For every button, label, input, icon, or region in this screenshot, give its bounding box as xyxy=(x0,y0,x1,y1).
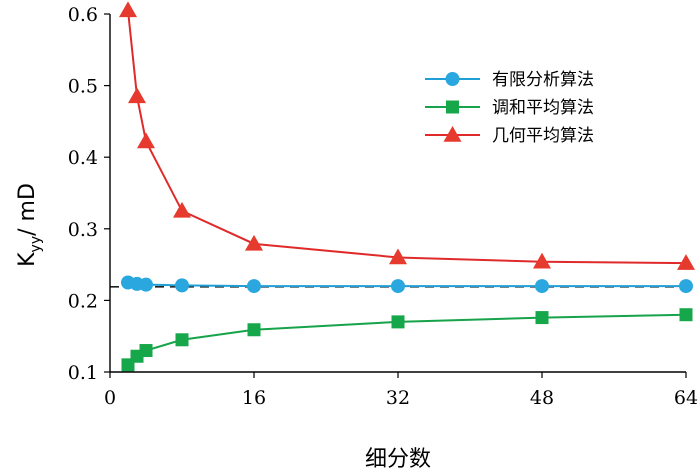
y-axis-title-main: K xyxy=(15,252,40,267)
y-axis-title-unit: / mD xyxy=(15,183,40,236)
axes-layer: 0.1 0.2 0.3 0.4 0.5 0.6 0 16 32 48 64 xyxy=(68,4,698,409)
data-point-triangle xyxy=(677,254,695,270)
data-point-triangle xyxy=(173,201,191,218)
data-point-square xyxy=(247,323,261,337)
svg-text:Kyy/ mD: Kyy/ mD xyxy=(15,183,44,267)
y-tick-label: 0.3 xyxy=(68,219,98,241)
legend-entry-circle: 有限分析算法 xyxy=(425,70,594,90)
x-tick-label: 64 xyxy=(674,387,698,409)
legend-label-triangle: 几何平均算法 xyxy=(492,126,594,146)
data-point-circle xyxy=(391,279,405,294)
data-point-triangle xyxy=(533,252,551,269)
data-point-triangle xyxy=(119,1,137,18)
data-point-square xyxy=(391,315,405,329)
data-point-square xyxy=(535,311,549,325)
y-tick-label: 0.2 xyxy=(68,290,98,312)
legend-label-circle: 有限分析算法 xyxy=(492,70,594,90)
series-line-square xyxy=(127,313,687,366)
legend-entry-triangle: 几何平均算法 xyxy=(425,126,594,146)
x-tick-label: 32 xyxy=(386,387,410,409)
legend-entry-square: 调和平均算法 xyxy=(425,98,594,118)
data-point-triangle xyxy=(137,132,155,149)
data-point-circle xyxy=(139,277,153,292)
y-tick-label: 0.4 xyxy=(68,147,98,169)
y-tick-label: 0.1 xyxy=(68,362,98,384)
y-tick-label: 0.5 xyxy=(68,76,98,98)
y-axis-title-subscript: yy xyxy=(28,236,44,253)
legend-marker-triangle xyxy=(443,126,462,142)
series-triangle xyxy=(119,1,695,270)
x-tick-label: 0 xyxy=(104,387,116,409)
data-point-triangle xyxy=(389,248,407,265)
series-layer xyxy=(119,1,695,372)
data-point-circle xyxy=(535,279,549,294)
data-point-square xyxy=(139,344,153,358)
series-square xyxy=(121,308,693,372)
legend-label-square: 调和平均算法 xyxy=(492,98,594,118)
legend-marker-circle xyxy=(445,72,460,86)
series-line-circle xyxy=(127,281,686,288)
y-axis-title: Kyy/ mD xyxy=(15,183,44,267)
x-axis-title: 细分数 xyxy=(365,447,431,472)
x-tick-label: 48 xyxy=(530,387,554,409)
data-point-square xyxy=(175,333,189,347)
legend-marker-square xyxy=(446,100,459,114)
series-line-triangle xyxy=(127,10,687,265)
data-point-circle xyxy=(175,278,189,293)
data-point-circle xyxy=(679,279,693,294)
data-point-triangle xyxy=(245,234,263,251)
data-point-circle xyxy=(247,279,261,294)
data-point-square xyxy=(679,308,693,322)
series-circle xyxy=(121,275,693,294)
y-tick-label: 0.6 xyxy=(68,4,98,26)
x-tick-label: 16 xyxy=(242,387,266,409)
data-point-triangle xyxy=(128,87,146,104)
